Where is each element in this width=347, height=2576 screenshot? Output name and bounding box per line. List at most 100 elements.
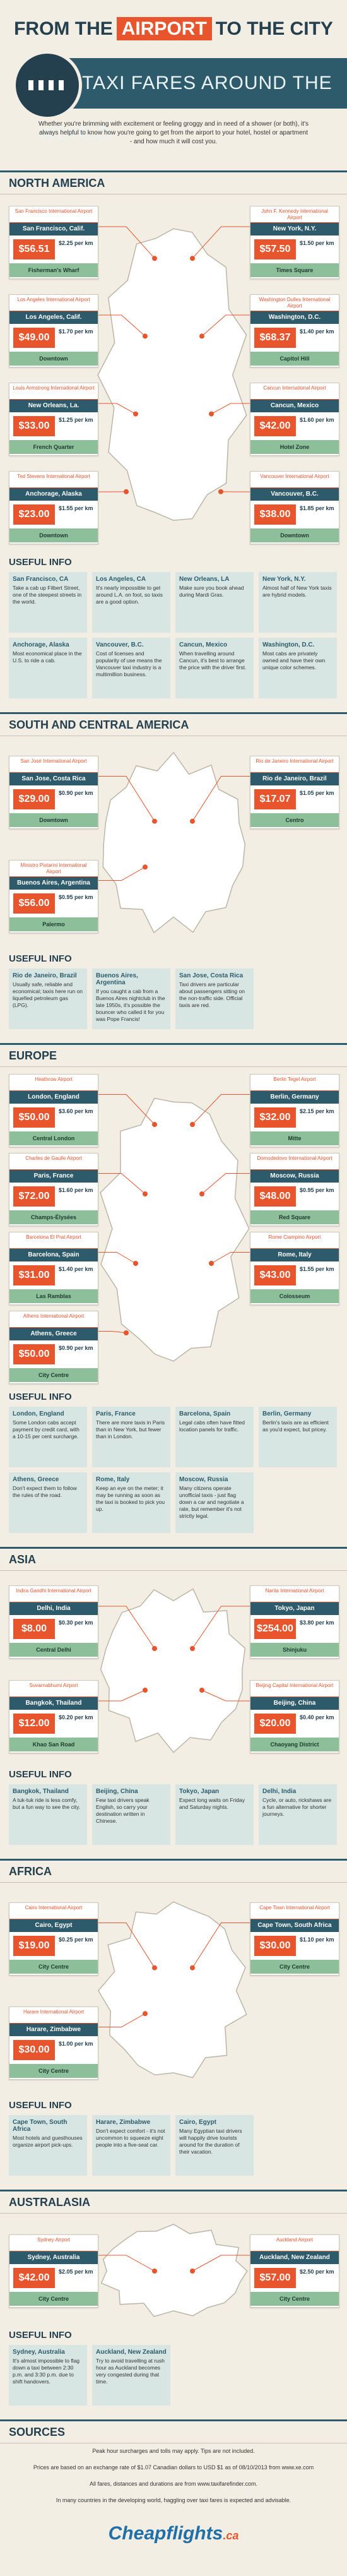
destination: City Centre: [9, 2292, 98, 2306]
city-dot: [199, 1191, 204, 1196]
map: [98, 1094, 250, 1362]
destination: Red Square: [250, 1210, 339, 1224]
taxi-sign-icon: [13, 51, 82, 120]
connector: [98, 1690, 146, 1702]
landmass: [100, 1097, 250, 1362]
fare-row: $29.00 $0.90 per km: [9, 785, 98, 813]
info-city: Delhi, India: [262, 1788, 297, 1795]
city-dot: [143, 1688, 148, 1693]
city: Moscow, Russia: [250, 1169, 339, 1183]
info-box: Rio de Janeiro, Brazil Usually safe, reli…: [9, 969, 87, 1029]
connector: [192, 1606, 250, 1649]
fare-card: Cape Town International Airport Cape Town…: [250, 1902, 339, 1976]
fare: $30.00: [254, 1935, 296, 1956]
destination: Khao San Road: [9, 1738, 98, 1751]
landmass: [100, 1588, 246, 1753]
city: Rio de Janeiro, Brazil: [250, 772, 339, 785]
fare-card: Rome Ciampino Airport Rome, Italy $43.00 $1…: [250, 1231, 339, 1305]
fare-card: Heathrow Airport London, England $50.00 $3.…: [9, 1073, 98, 1147]
map: [97, 1901, 250, 2078]
info-text: Most cabs are privately owned and have t…: [262, 650, 326, 671]
rate: $1.70 per km: [59, 328, 93, 335]
rate: $3.80 per km: [300, 1619, 334, 1626]
destination: City Centre: [9, 1368, 98, 1382]
rate: $1.60 per km: [59, 1186, 93, 1193]
rate: $1.10 per km: [300, 1936, 334, 1943]
fare: $33.00: [13, 416, 55, 436]
info-text: Usually safe, reliable and economical; t…: [13, 981, 83, 1008]
info-city: Vancouver, B.C.: [96, 641, 144, 648]
fare-card: Beijing Capital International Airport Bei…: [250, 1680, 339, 1753]
info-title: USEFUL INFO: [9, 953, 72, 964]
fare-row: $31.00 $1.40 per km: [9, 1261, 98, 1289]
destination: Colosseum: [250, 1289, 339, 1303]
rate: $2.05 per km: [59, 2269, 93, 2275]
rate: $2.50 per km: [300, 2269, 334, 2275]
destination: City Centre: [250, 1959, 339, 1974]
destination: Times Square: [250, 263, 339, 277]
header: FROM THE AIRPORT TO THE CITY TAXI FARES AR…: [0, 0, 347, 170]
connector: [98, 1094, 155, 1125]
info-city: Cancun, Mexico: [179, 641, 228, 648]
city-dot: [190, 1122, 195, 1127]
city-dot: [124, 1330, 129, 1335]
city-dot: [143, 864, 148, 870]
fare-card: Ministro Pistarini International Airport…: [9, 859, 98, 933]
info-text: Berlin's taxis are as efficient as you'd…: [262, 1419, 329, 1433]
section-header: AFRICA: [0, 1859, 347, 1883]
connector: [192, 1923, 250, 1968]
fare: $72.00: [13, 1186, 55, 1207]
fare-card: Athens International Airport Athens, Gree…: [9, 1310, 98, 1384]
info-text: It's nearly impossible to get around L.A…: [96, 585, 163, 605]
title: FROM THE AIRPORT TO THE CITY: [0, 11, 347, 47]
rate: $1.60 per km: [300, 417, 334, 423]
destination: Central Delhi: [9, 1643, 98, 1657]
info-box: Anchorage, Alaska Most economical place i…: [9, 638, 87, 698]
info-text: Taxi drivers are particular about passen…: [179, 981, 245, 1008]
info-city: Cairo, Egypt: [179, 2119, 216, 2126]
city: San Jose, Costa Rica: [9, 772, 98, 785]
fare-card: Berlin Tegel Airport Berlin, Germany $32.0…: [250, 1073, 339, 1147]
rate: $1.25 per km: [59, 417, 93, 423]
info-text: Many Egyptian taxi drivers will happily …: [179, 2128, 242, 2155]
info-box: Auckland, New Zealand Try to avoid travel…: [92, 2345, 170, 2406]
connector: [98, 1252, 136, 1264]
info-city: New Orleans, LA: [179, 576, 230, 583]
landmass: [102, 751, 246, 934]
info-box: Buenos Aires, Argentina If you caught a c…: [92, 969, 170, 1029]
fare: $42.00: [254, 416, 296, 436]
info-title: USEFUL INFO: [9, 2330, 72, 2340]
city: Bangkok, Thailand: [9, 1697, 98, 1710]
airport: Vancouver International Airport: [250, 472, 339, 488]
section-header: SOUTH AND CENTRAL AMERICA: [0, 712, 347, 736]
airport: Cape Town International Airport: [250, 1903, 339, 1919]
fare-card: Indira Gandhi International Airport Delhi…: [9, 1585, 98, 1659]
city-dot: [152, 1646, 157, 1651]
destination: Central London: [9, 1131, 98, 1145]
fare-row: $33.00 $1.25 per km: [9, 412, 98, 440]
fare: $50.00: [13, 1344, 55, 1364]
fare-card: Los Angeles International Airport Los Ang…: [9, 294, 98, 367]
city: Anchorage, Alaska: [9, 488, 98, 501]
airport: Charles de Gaulle Airport: [9, 1154, 98, 1170]
airport: Los Angeles International Airport: [9, 295, 98, 311]
airport: Louis Armstrong International Airport: [9, 383, 98, 400]
airport: San José International Airport: [9, 756, 98, 773]
section-header: ASIA: [0, 1547, 347, 1571]
landmass: [97, 228, 247, 521]
info-box: Beijing, China Few taxi drivers speak Eng…: [92, 1784, 170, 1845]
fare: $68.37: [254, 328, 296, 348]
fare: $42.00: [13, 2268, 55, 2288]
city: Barcelona, Spain: [9, 1248, 98, 1261]
airport: Rome Ciampino Airport: [250, 1232, 339, 1249]
source-line: Prices are based on an exchange rate of …: [33, 2464, 314, 2471]
source-line: In many countries in the developing worl…: [56, 2497, 291, 2503]
map: [98, 2224, 250, 2317]
connector: [98, 866, 146, 881]
fare-card: San Francisco International Airport San F…: [9, 206, 98, 279]
section-header: SOURCES: [0, 2419, 347, 2443]
fare-row: $8.00 $0.30 per km: [9, 1615, 98, 1643]
info-city: Bangkok, Thailand: [13, 1788, 69, 1795]
info-box: Paris, France There are more taxis in Par…: [92, 1407, 170, 1467]
